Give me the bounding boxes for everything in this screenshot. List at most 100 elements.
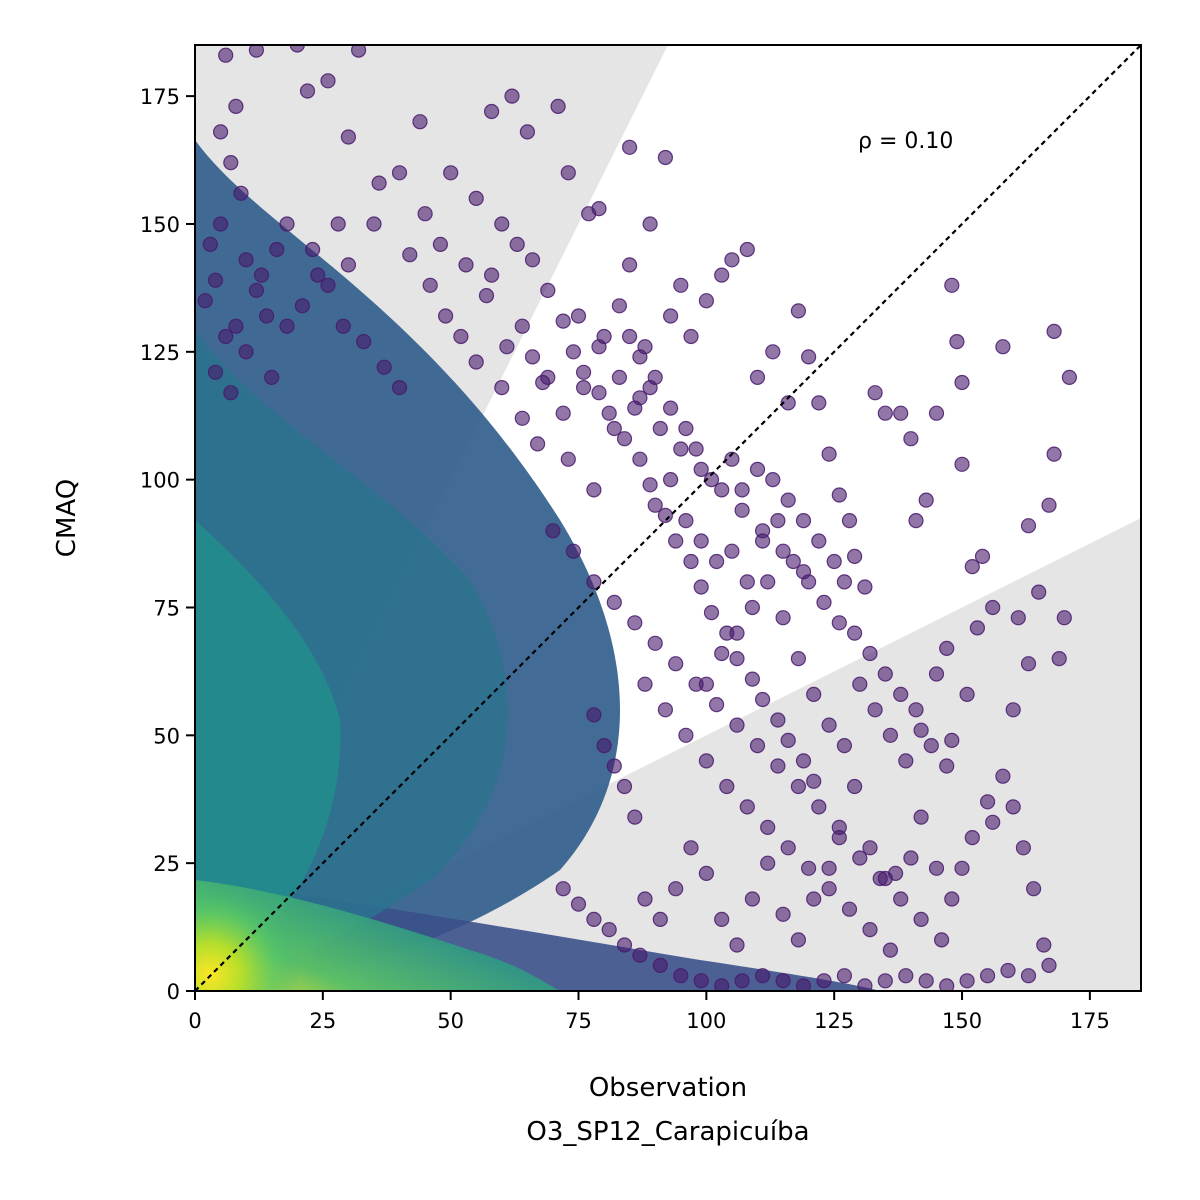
- scatter-point: [678, 512, 694, 529]
- scatter-point: [836, 737, 853, 754]
- scatter-point: [831, 615, 847, 631]
- scatter-point: [903, 431, 919, 447]
- scatter-point: [821, 860, 837, 876]
- scatter-point: [1020, 656, 1037, 672]
- scatter-point: [560, 451, 576, 467]
- y-tick-label: 75: [153, 596, 180, 620]
- scatter-point: [846, 548, 863, 565]
- scatter-point: [647, 635, 663, 651]
- scatter-point: [954, 860, 970, 876]
- identity-line: [195, 45, 1141, 991]
- scatter-point: [632, 349, 648, 365]
- scatter-point: [586, 911, 602, 928]
- scatter-point: [852, 850, 868, 866]
- scatter-point: [949, 334, 965, 350]
- scatter-point: [688, 676, 704, 692]
- scatter-point: [637, 676, 653, 692]
- scatter-point: [356, 334, 372, 350]
- scatter-point: [714, 645, 730, 662]
- scatter-point: [294, 298, 310, 314]
- scatter-point: [422, 277, 438, 293]
- scatter-point: [586, 707, 602, 723]
- scatter-point: [780, 840, 796, 856]
- scatter-point: [570, 896, 587, 912]
- scatter-point: [928, 860, 945, 876]
- scatter-point: [749, 737, 766, 754]
- scatter-point: [698, 753, 715, 769]
- scatter-point: [765, 472, 781, 488]
- scatter-point: [985, 814, 1001, 830]
- scatter-point: [524, 349, 541, 365]
- scatter-point: [1046, 446, 1062, 462]
- scatter-point: [565, 543, 582, 559]
- scatter-point: [299, 83, 316, 99]
- scatter-point: [611, 298, 628, 314]
- scatter-point: [785, 553, 801, 570]
- density-inner: [195, 520, 341, 991]
- x-tick-label: 50: [437, 1009, 464, 1033]
- scatter-point: [790, 778, 807, 795]
- scatter-point: [662, 472, 679, 488]
- y-tick-label: 125: [140, 341, 180, 365]
- scatter-point: [846, 625, 863, 641]
- scatter-point: [647, 497, 663, 513]
- scatter-point: [391, 380, 408, 396]
- scatter-point: [775, 973, 791, 989]
- scatter-point: [754, 968, 771, 984]
- scatter-point: [673, 441, 689, 457]
- scatter-point: [570, 308, 587, 324]
- scatter-point: [719, 625, 735, 641]
- scatter-point: [668, 533, 684, 549]
- scatter-point: [995, 768, 1011, 784]
- scatter-point: [443, 165, 459, 181]
- scatter-point: [749, 461, 766, 477]
- scatter-point: [739, 241, 755, 258]
- scatter-point: [555, 405, 571, 421]
- scatter-point: [238, 344, 254, 360]
- scatter-point: [806, 891, 822, 907]
- scatter-point: [939, 640, 955, 657]
- scatter-point: [734, 482, 750, 498]
- scatter-point: [913, 722, 929, 738]
- scatter-point: [519, 124, 536, 140]
- scatter-point: [806, 773, 822, 789]
- scatter-point: [412, 114, 428, 130]
- scatter-point: [857, 978, 873, 991]
- scatter-point: [964, 558, 980, 575]
- scatter-point: [939, 758, 955, 774]
- scatter-point: [857, 579, 873, 595]
- scatter-point: [893, 686, 909, 703]
- scatter-point: [893, 405, 909, 421]
- scatter-point: [494, 216, 510, 232]
- x-axis-sublabel: O3_SP12_Carapicuíba: [526, 1117, 809, 1147]
- scatter-point: [529, 436, 546, 452]
- scatter-point: [586, 482, 602, 498]
- scatter-point: [499, 339, 515, 355]
- scatter-point: [734, 973, 750, 989]
- scatter-point: [693, 579, 709, 595]
- scatter-point: [662, 400, 679, 416]
- y-tick-label: 0: [167, 980, 180, 1004]
- scatter-point: [714, 911, 730, 928]
- scatter-point: [259, 308, 275, 324]
- scatter-point: [504, 88, 520, 104]
- scatter-point: [264, 369, 280, 385]
- scatter-point: [836, 968, 853, 984]
- scatter-point: [632, 390, 648, 406]
- scatter-point: [591, 385, 607, 401]
- scatter-point: [867, 702, 883, 718]
- scatter-point: [908, 702, 924, 718]
- scatter-point: [621, 139, 638, 155]
- scatter-point: [642, 380, 658, 396]
- scatter-point: [484, 103, 500, 120]
- scatter-point: [335, 318, 351, 334]
- scatter-point: [668, 881, 684, 897]
- scatter-point: [611, 369, 628, 385]
- scatter-point: [944, 891, 960, 907]
- y-tick-label: 50: [153, 724, 180, 748]
- scatter-point: [320, 73, 336, 89]
- scatter-point: [826, 553, 842, 570]
- scatter-point: [719, 778, 735, 795]
- x-tick-label: 0: [188, 1009, 201, 1033]
